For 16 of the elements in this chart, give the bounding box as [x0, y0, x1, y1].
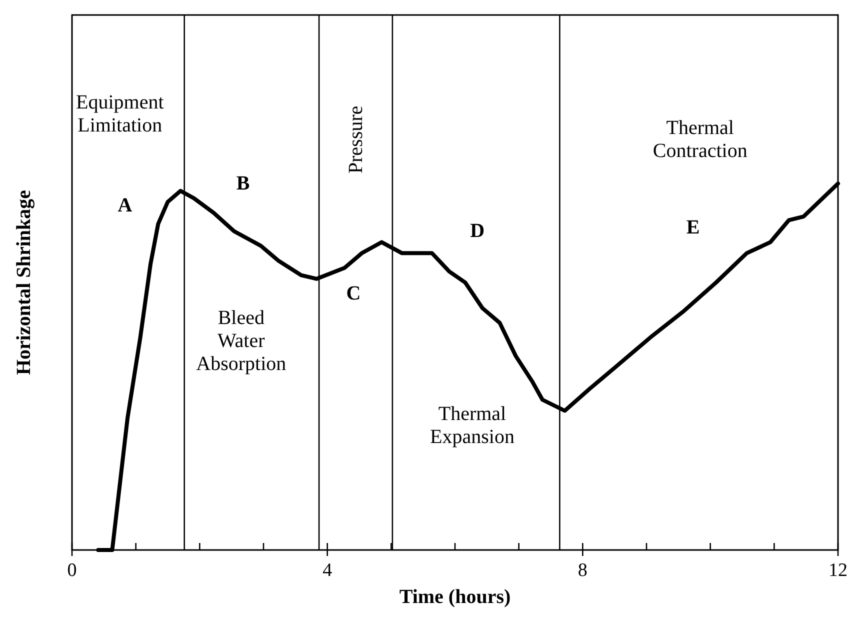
x-tick-label: 4 [322, 560, 333, 581]
annotation: Bleed Water Absorption [196, 307, 286, 376]
y-axis-title: Horizontal Shrinkage [13, 190, 35, 376]
x-axis-title: Time (hours) [399, 586, 511, 608]
x-tick-label: 12 [828, 560, 848, 581]
annotation: C [346, 282, 361, 304]
annotation: E [686, 216, 700, 239]
text: Equipment Limitation [76, 91, 164, 136]
x-tick-label: 8 [578, 560, 588, 581]
annotation: B [236, 172, 250, 195]
text: Thermal Contraction [652, 117, 748, 162]
text: Pressure [345, 106, 368, 174]
annotation: Thermal Expansion [430, 402, 514, 448]
annotation: A [118, 194, 133, 217]
x-tick-label: 0 [67, 560, 77, 581]
annotation: D [470, 220, 485, 242]
